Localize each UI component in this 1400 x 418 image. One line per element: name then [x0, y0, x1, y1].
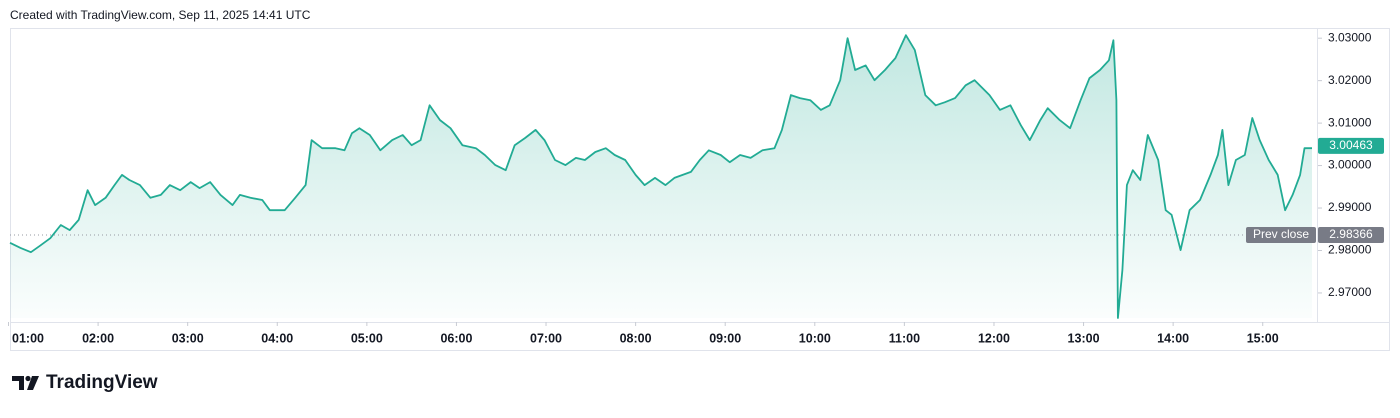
- x-tick-label: 08:00: [620, 331, 652, 345]
- chart-frame: [10, 28, 1390, 351]
- x-tick-label: 01:00: [12, 331, 44, 345]
- y-tick-label: 3.03000: [1328, 30, 1372, 44]
- y-tick-label: 2.98000: [1328, 243, 1372, 257]
- x-tick-label: 15:00: [1247, 331, 1279, 345]
- x-tick-label: 10:00: [799, 331, 831, 345]
- x-tick-label: 02:00: [82, 331, 114, 345]
- price-line: [9, 34, 1312, 319]
- header: Created with TradingView.com, Sep 11, 20…: [10, 8, 311, 22]
- y-tick-label: 3.00000: [1328, 158, 1372, 172]
- prev-close-tag: [1246, 226, 1316, 243]
- x-tick-label: 12:00: [978, 331, 1010, 345]
- x-tick-label: 05:00: [351, 331, 383, 345]
- y-tick-label: 3.02000: [1328, 73, 1372, 87]
- prev-close-price: 2.98366: [1329, 227, 1373, 241]
- x-tick-label: 14:00: [1157, 331, 1189, 345]
- area-fill: [10, 35, 1312, 318]
- brand-name: TradingView: [46, 372, 158, 393]
- prev-close-price-tag: [1318, 226, 1384, 243]
- x-tick-label: 04:00: [261, 331, 293, 345]
- x-tick-label: 06:00: [440, 331, 472, 345]
- x-tick-label: 03:00: [172, 331, 204, 345]
- x-tick-label: 07:00: [530, 331, 562, 345]
- x-tick-label: 11:00: [889, 331, 920, 345]
- y-tick-label: 3.01000: [1328, 115, 1372, 129]
- prev-close-name: Prev close: [1253, 227, 1309, 241]
- x-tick-label: 09:00: [709, 331, 741, 345]
- x-tick-label: 13:00: [1068, 331, 1100, 345]
- y-tick-label: 2.97000: [1328, 285, 1372, 299]
- last-price-tag: [1318, 137, 1384, 154]
- brand-logo: [12, 375, 39, 390]
- last-price: 3.00463: [1329, 138, 1373, 152]
- y-tick-label: 2.99000: [1328, 200, 1372, 214]
